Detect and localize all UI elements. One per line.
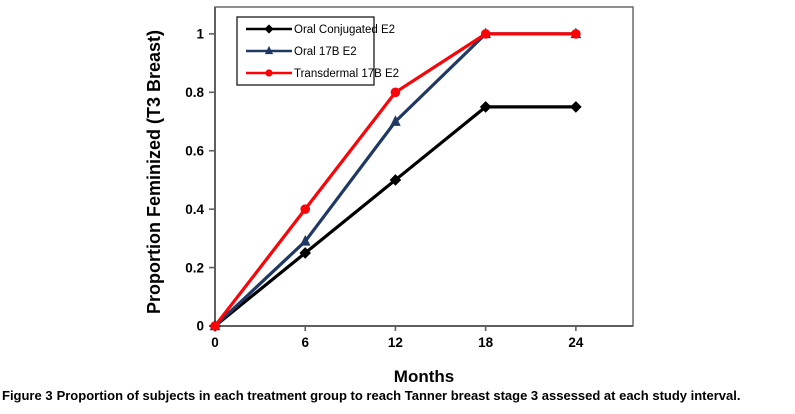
- legend-item-transdermal-17b-e2: Transdermal 17B E2: [246, 68, 399, 80]
- legend: Oral Conjugated E2 Oral 17B E2 Transdermal…: [236, 16, 399, 86]
- x-axis-title: Months: [394, 367, 454, 386]
- chart-container: 0 0.2 0.4 0.6 0.8 1 0 6 12 18 24 Oral Conjugated E2…: [144, 6, 634, 386]
- y-axis-title: Proportion Feminized (T3 Breast): [144, 30, 164, 314]
- series-line-oral-conjugated-e2: [213, 105, 576, 328]
- legend-marker-oral-17b-e2: [264, 45, 274, 55]
- data-point-transdermal-17b-e2-month-18: [480, 29, 491, 39]
- x-tick-label: 18: [478, 335, 494, 350]
- y-tick-label: 0.6: [185, 143, 204, 158]
- line-chart: 0 0.2 0.4 0.6 0.8 1 0 6 12 18 24 Oral Conjugated E2…: [144, 6, 634, 386]
- x-tick-label: 6: [301, 335, 309, 350]
- data-point-transdermal-17b-e2-month-24: [571, 29, 581, 39]
- y-tick-label: 0.8: [185, 85, 204, 100]
- data-point-oral-conjugated-e2-month-12: [389, 174, 402, 186]
- figure-caption-text: Proportion of subjects in each treatment…: [56, 388, 741, 403]
- legend-marker-transdermal-17b-e2: [265, 69, 273, 77]
- y-tick-label: 0: [196, 319, 204, 334]
- legend-item-oral-conjugated-e2: Oral Conjugated E2: [246, 24, 395, 36]
- y-tick-label: 1: [196, 27, 204, 42]
- series-transdermal-17b-e2: [210, 29, 581, 331]
- legend-marker-oral-conjugated-e2: [264, 24, 274, 34]
- data-point-oral-conjugated-e2-month-24: [570, 101, 582, 113]
- data-point-oral-17b-e2-month-6: [299, 234, 311, 246]
- y-tick-label: 0.2: [185, 260, 204, 275]
- figure-caption: Figure 3 Proportion of subjects in each t…: [2, 388, 793, 403]
- x-tick-label: 24: [568, 335, 584, 350]
- data-point-transdermal-17b-e2-month-6: [300, 204, 311, 214]
- x-tick-label: 12: [388, 335, 403, 350]
- data-point-oral-conjugated-e2-month-6: [299, 247, 312, 259]
- figure-caption-label: Figure 3: [2, 388, 53, 403]
- series-oral-conjugated-e2: [209, 101, 582, 332]
- x-tick-label: 0: [211, 335, 219, 350]
- y-tick-label: 0.4: [185, 202, 204, 217]
- data-point-transdermal-17b-e2-month-12: [390, 87, 401, 98]
- data-point-oral-conjugated-e2-month-18: [479, 101, 492, 113]
- legend-label-oral-conjugated-e2: Oral Conjugated E2: [294, 24, 395, 36]
- legend-label-transdermal-17b-e2: Transdermal 17B E2: [294, 68, 399, 80]
- legend-label-oral-17b-e2: Oral 17B E2: [294, 46, 357, 58]
- data-point-oral-17b-e2-month-12: [390, 115, 401, 126]
- legend-item-oral-17b-e2: Oral 17B E2: [246, 45, 357, 58]
- data-point-transdermal-17b-e2-month-0: [210, 321, 220, 331]
